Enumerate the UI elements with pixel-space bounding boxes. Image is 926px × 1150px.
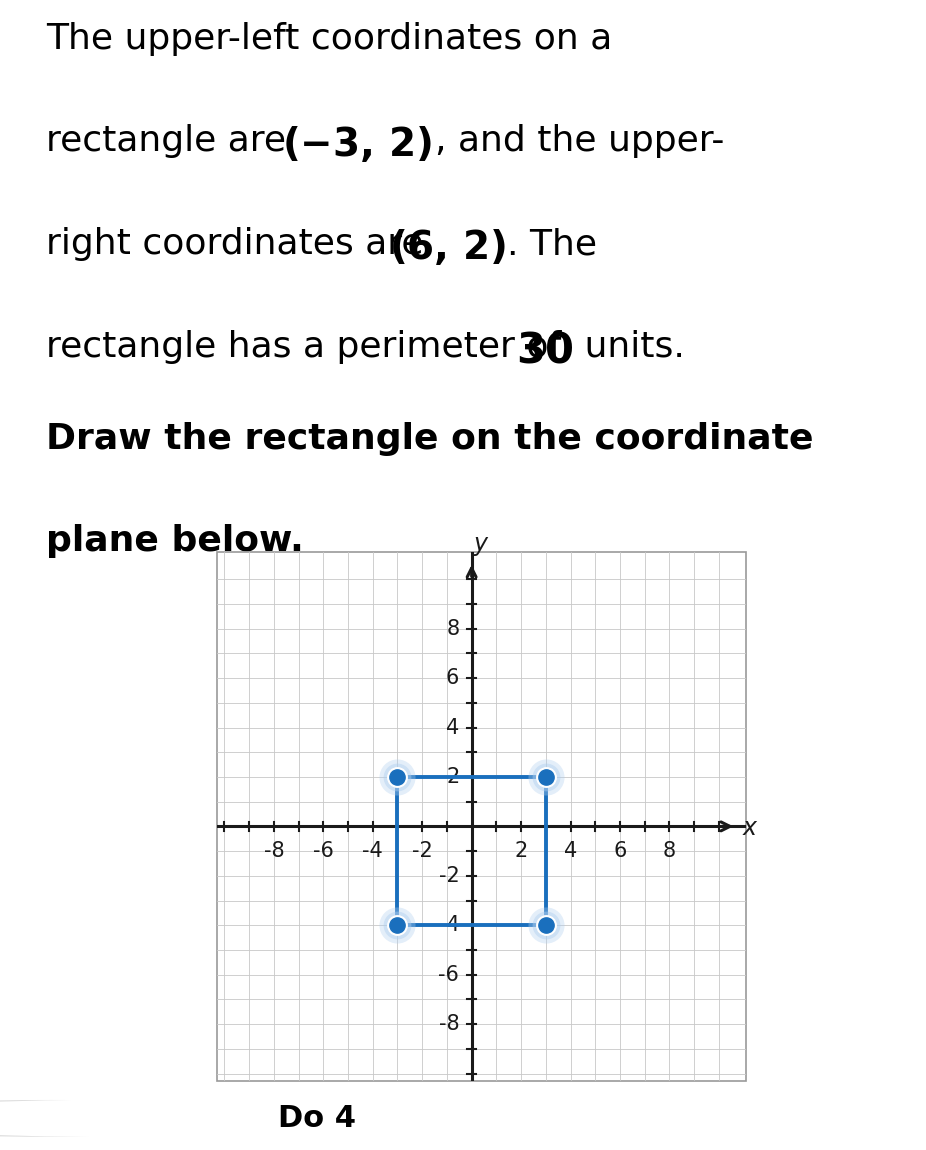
Circle shape: [0, 1101, 380, 1136]
Text: 8: 8: [663, 841, 676, 861]
Text: $\mathbf{(-3,\,2)}$: $\mathbf{(-3,\,2)}$: [282, 124, 432, 164]
Text: , and the upper-: , and the upper-: [435, 124, 725, 159]
Text: Draw the rectangle on the coordinate: Draw the rectangle on the coordinate: [46, 422, 814, 455]
Text: 6: 6: [446, 668, 459, 688]
Text: rectangle has a perimeter of: rectangle has a perimeter of: [46, 330, 573, 363]
Text: -8: -8: [439, 1014, 459, 1034]
Text: The upper-left coordinates on a: The upper-left coordinates on a: [46, 22, 613, 55]
Text: x: x: [743, 815, 757, 839]
Circle shape: [0, 1101, 310, 1136]
Text: -8: -8: [264, 841, 284, 861]
Text: 8: 8: [446, 619, 459, 638]
Text: -4: -4: [362, 841, 383, 861]
Text: Do 4: Do 4: [278, 1104, 356, 1133]
Text: -6: -6: [313, 841, 333, 861]
Text: . The: . The: [507, 227, 597, 261]
Text: -6: -6: [438, 965, 459, 984]
Text: 4: 4: [446, 718, 459, 737]
Text: y: y: [473, 531, 487, 555]
Text: 6: 6: [613, 841, 627, 861]
Text: $\mathbf{30}$: $\mathbf{30}$: [516, 330, 574, 371]
Text: -2: -2: [412, 841, 432, 861]
Text: -2: -2: [439, 866, 459, 886]
Text: 4: 4: [564, 841, 577, 861]
Text: right coordinates are: right coordinates are: [46, 227, 435, 261]
Text: plane below.: plane below.: [46, 524, 304, 558]
Text: -4: -4: [439, 915, 459, 935]
Text: $\mathbf{(6,\,2)}$: $\mathbf{(6,\,2)}$: [389, 227, 506, 267]
Text: rectangle are: rectangle are: [46, 124, 298, 159]
Text: units.: units.: [573, 330, 685, 363]
Text: 2: 2: [515, 841, 528, 861]
Text: 2: 2: [446, 767, 459, 787]
